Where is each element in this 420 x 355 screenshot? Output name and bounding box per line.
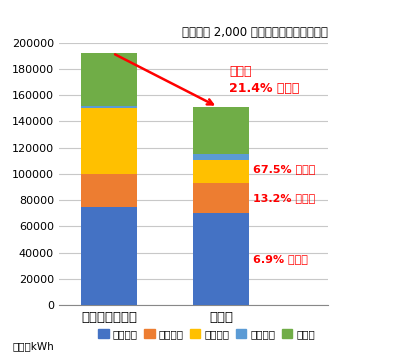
Bar xyxy=(81,108,137,174)
Text: 13.2% 省エネ: 13.2% 省エネ xyxy=(252,193,315,203)
Text: 6.9% 省エネ: 6.9% 省エネ xyxy=(252,254,307,264)
Bar xyxy=(81,53,137,106)
Bar xyxy=(193,154,249,159)
Bar xyxy=(193,183,249,213)
Bar xyxy=(193,107,249,154)
Text: 売場面積 2,000 ㎡規模のスーパーの実績: 売場面積 2,000 ㎡規模のスーパーの実績 xyxy=(182,26,328,39)
Bar xyxy=(81,207,137,305)
Text: 67.5% 省エネ: 67.5% 省エネ xyxy=(252,164,315,174)
Bar xyxy=(193,213,249,305)
Text: 21.4% 省エネ: 21.4% 省エネ xyxy=(229,82,299,95)
Bar xyxy=(193,159,249,183)
Bar xyxy=(81,174,137,207)
Text: 全体で: 全体で xyxy=(229,65,252,78)
Text: 単位：kWh: 単位：kWh xyxy=(13,341,54,351)
Legend: 冷設動力, 冷設電灯, 空調全体, 換気全体, その他: 冷設動力, 冷設電灯, 空調全体, 換気全体, その他 xyxy=(94,325,319,343)
Bar xyxy=(81,106,137,108)
